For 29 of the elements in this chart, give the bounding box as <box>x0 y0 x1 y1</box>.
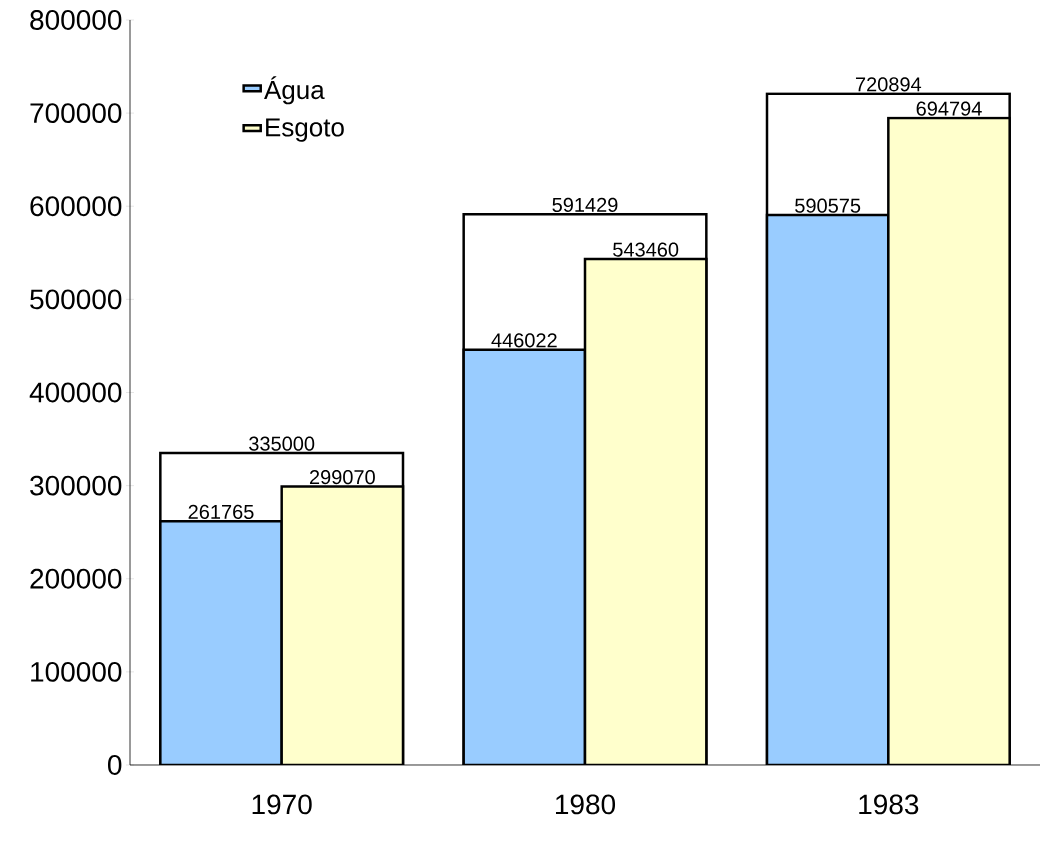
bar <box>280 485 405 765</box>
x-tick-label: 1970 <box>252 794 312 815</box>
data-label: 590575 <box>795 198 861 213</box>
legend-label: Esgoto <box>266 118 344 142</box>
y-tick-label: 700000 <box>30 103 122 124</box>
legend-label: Água <box>264 76 325 105</box>
y-tick-label: 0 <box>108 755 122 775</box>
data-label: 543460 <box>613 242 679 257</box>
data-label: 720894 <box>855 77 922 92</box>
data-label: 446022 <box>491 333 557 348</box>
y-tick-label: 500000 <box>30 289 122 310</box>
data-label: 299070 <box>309 470 375 485</box>
data-label: 335000 <box>249 436 315 451</box>
y-tick-label: 800000 <box>30 10 122 30</box>
data-label: 261765 <box>188 504 254 519</box>
y-tick-label: 100000 <box>31 661 122 682</box>
bar <box>583 257 708 765</box>
y-tick-label: 600000 <box>30 196 122 217</box>
bar <box>462 348 587 765</box>
data-label: 694794 <box>916 101 982 116</box>
bar <box>765 213 890 765</box>
x-tick-label: 1983 <box>859 794 919 815</box>
y-tick-label: 300000 <box>30 475 122 496</box>
y-tick-label: 200000 <box>30 568 122 589</box>
bar <box>159 519 283 765</box>
y-tick-label: 400000 <box>29 382 122 403</box>
bar <box>887 116 1011 765</box>
x-tick-label: 1980 <box>555 794 616 815</box>
data-label: 591429 <box>552 197 618 212</box>
